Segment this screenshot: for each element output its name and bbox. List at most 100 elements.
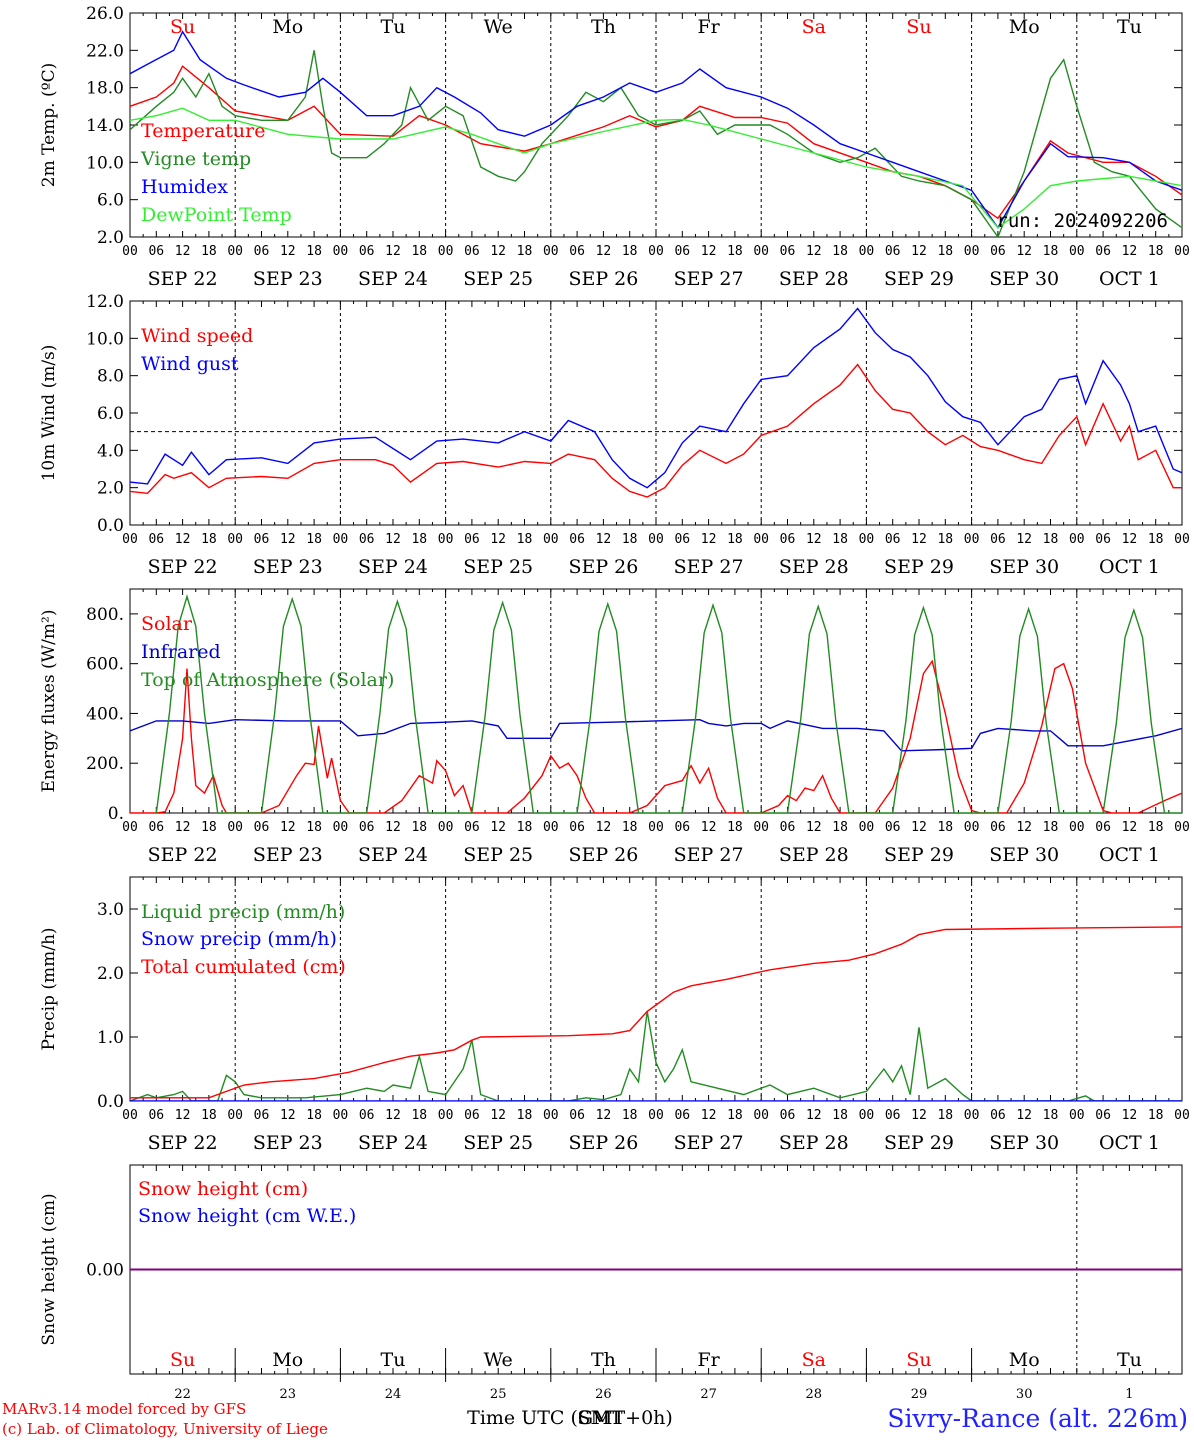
hour-tick-label: 12 xyxy=(806,532,822,547)
hour-tick-label: 00 xyxy=(964,820,980,835)
hour-tick-label: 18 xyxy=(622,244,638,259)
series-line-wind-speed xyxy=(130,363,1182,498)
hour-tick-label: 18 xyxy=(517,532,533,547)
hour-tick-label: 12 xyxy=(911,532,927,547)
hour-tick-label: 18 xyxy=(727,244,743,259)
hour-tick-label: 06 xyxy=(674,532,690,547)
series-line-wind-gust xyxy=(130,307,1182,489)
panel-1: 2.0 6.0 10.0 14.0 18.0 22.0 26.0 2m Temp. (ºC) T… xyxy=(39,4,1190,290)
day-number-label: 1 xyxy=(1125,1387,1133,1402)
weekday-label: We xyxy=(484,16,513,38)
hour-tick-label: 00 xyxy=(438,244,454,259)
day-number-label: 25 xyxy=(490,1387,507,1402)
hour-tick-label: 12 xyxy=(1122,532,1138,547)
hour-tick-label: 18 xyxy=(1043,244,1059,259)
date-label: SEP 23 xyxy=(253,1132,323,1154)
hour-tick-label: 06 xyxy=(569,244,585,259)
hour-tick-label: 12 xyxy=(701,244,717,259)
weekday-label: Su xyxy=(906,1349,931,1371)
date-label: SEP 29 xyxy=(884,556,954,578)
hour-tick-label: 12 xyxy=(1016,1108,1032,1123)
hour-tick-label: 00 xyxy=(859,244,875,259)
date-label: SEP 25 xyxy=(463,1132,533,1154)
hour-tick-label: 12 xyxy=(806,1108,822,1123)
panel-4: 0.0 1.0 2.0 3.0 Precip (mm/h) Liquid precip (… xyxy=(39,876,1190,1154)
date-label: SEP 24 xyxy=(358,556,428,578)
hour-tick-label: 12 xyxy=(385,244,401,259)
weekday-label: Fr xyxy=(697,1349,720,1371)
hour-tick-label: 18 xyxy=(832,532,848,547)
hour-tick-label: 12 xyxy=(1122,820,1138,835)
hour-tick-label: 00 xyxy=(227,532,243,547)
hour-tick-label: 06 xyxy=(780,244,796,259)
footer-copyright-text: (c) Lab. of Climatology, University of L… xyxy=(2,1420,328,1438)
legend-entry: DewPoint Temp xyxy=(141,204,292,226)
hour-tick-label: 00 xyxy=(438,820,454,835)
hour-tick-label: 06 xyxy=(674,244,690,259)
hour-tick-label: 12 xyxy=(911,820,927,835)
plot-frame xyxy=(129,300,1183,526)
hour-tick-label: 06 xyxy=(569,820,585,835)
hour-tick-label: 18 xyxy=(411,820,427,835)
y-axis-label: Energy fluxes (W/m²) xyxy=(39,610,59,793)
hour-tick-label: 12 xyxy=(280,820,296,835)
hour-tick-label: 00 xyxy=(227,1108,243,1123)
hour-tick-label: 06 xyxy=(569,532,585,547)
legend-entry: Infrared xyxy=(141,641,221,663)
date-label: OCT 1 xyxy=(1099,268,1160,290)
hour-tick-label: 06 xyxy=(464,1108,480,1123)
date-label: OCT 1 xyxy=(1099,844,1160,866)
weekday-label: Mo xyxy=(272,1349,303,1371)
date-label: SEP 27 xyxy=(674,844,744,866)
hour-tick-label: 18 xyxy=(832,1108,848,1123)
hour-tick-label: 06 xyxy=(885,1108,901,1123)
hour-tick-label: 18 xyxy=(937,244,953,259)
y-axis-label: Snow height (cm) xyxy=(39,1193,59,1345)
legend-entry: Total cumulated (cm) xyxy=(141,956,346,978)
date-label: SEP 22 xyxy=(148,268,218,290)
hour-tick-label: 12 xyxy=(806,244,822,259)
y-tick-label: 12.0 xyxy=(86,292,124,312)
hour-tick-label: 12 xyxy=(385,820,401,835)
hour-tick-label: 00 xyxy=(1069,244,1085,259)
hour-tick-label: 00 xyxy=(1069,532,1085,547)
hour-tick-label: 00 xyxy=(122,1108,138,1123)
date-label: SEP 28 xyxy=(779,556,849,578)
hour-tick-label: 18 xyxy=(727,532,743,547)
y-tick-label: 0.0 xyxy=(97,516,124,536)
hour-tick-label: 06 xyxy=(359,1108,375,1123)
hour-tick-label: 06 xyxy=(990,244,1006,259)
hour-tick-label: 06 xyxy=(1095,532,1111,547)
station-label: Sivry-Rance (alt. 226m) xyxy=(887,1404,1188,1433)
panel-2: 0.0 2.0 4.0 6.0 8.0 10.0 12.0 10m Wind (m/s) Win… xyxy=(39,292,1190,578)
hour-tick-label: 18 xyxy=(306,1108,322,1123)
hour-tick-label: 00 xyxy=(333,532,349,547)
weekday-label: Tu xyxy=(1117,1349,1142,1371)
legend-entry: Snow height (cm) xyxy=(138,1178,308,1200)
hour-tick-label: 12 xyxy=(490,820,506,835)
hour-tick-label: 18 xyxy=(1148,820,1164,835)
hour-tick-label: 18 xyxy=(727,1108,743,1123)
legend-entry: Liquid precip (mm/h) xyxy=(141,901,345,923)
date-label: SEP 25 xyxy=(463,844,533,866)
weekday-label: Sa xyxy=(802,1349,826,1371)
hour-tick-label: 18 xyxy=(1043,1108,1059,1123)
series-line-humidex xyxy=(130,30,1182,230)
hour-tick-label: 00 xyxy=(122,244,138,259)
hour-tick-label: 00 xyxy=(648,244,664,259)
series-line-vigne-temp xyxy=(130,50,1182,237)
hour-tick-label: 18 xyxy=(1043,820,1059,835)
weekday-label: Tu xyxy=(381,1349,406,1371)
series-line-total-cumulated-cm xyxy=(130,926,1182,1099)
hour-tick-label: 12 xyxy=(490,244,506,259)
hour-tick-label: 00 xyxy=(1069,820,1085,835)
y-tick-label: 0. xyxy=(108,804,124,824)
hour-tick-label: 06 xyxy=(780,532,796,547)
date-label: SEP 26 xyxy=(568,1132,638,1154)
date-label: SEP 28 xyxy=(779,1132,849,1154)
hour-tick-label: 06 xyxy=(254,244,270,259)
hour-tick-label: 06 xyxy=(148,820,164,835)
weekday-label: Sa xyxy=(802,16,826,38)
footer-model-text: MARv3.14 model forced by GFS xyxy=(2,1400,246,1418)
y-tick-label: 6.0 xyxy=(97,191,124,211)
